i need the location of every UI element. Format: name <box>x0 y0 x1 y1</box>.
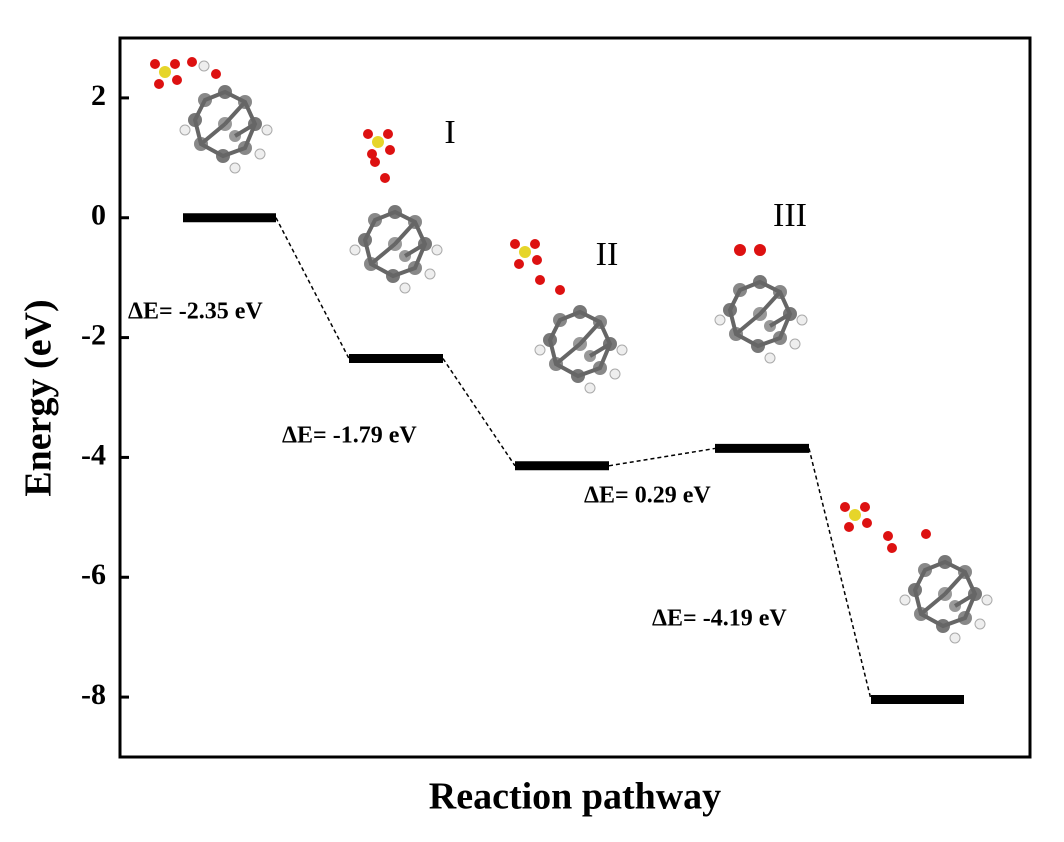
plot-frame <box>118 36 1032 759</box>
y-tick-label: 0 <box>91 199 106 232</box>
state-label: III <box>773 197 807 234</box>
state-label: I <box>444 114 455 151</box>
y-tick-label: 2 <box>91 79 106 112</box>
y-tick-label: -4 <box>81 438 106 471</box>
energy-change-label: ΔE= -4.19 eV <box>652 606 787 632</box>
energy-change-label: ΔE= -2.35 eV <box>128 299 263 325</box>
connector <box>808 448 872 700</box>
energy-change-label: ΔE= 0.29 eV <box>584 483 711 509</box>
y-tick-label: -2 <box>81 318 106 351</box>
connector <box>275 217 350 359</box>
y-tick-label: -6 <box>81 558 106 591</box>
y-axis-label: Energy (eV) <box>18 299 60 496</box>
y-tick-label: -8 <box>81 678 106 711</box>
x-axis-label: Reaction pathway <box>429 776 721 818</box>
connector <box>608 447 716 467</box>
molecule-illustrations <box>150 57 994 645</box>
state-label: II <box>596 236 619 273</box>
connector <box>442 358 516 467</box>
energy-change-label: ΔE= -1.79 eV <box>282 423 417 449</box>
